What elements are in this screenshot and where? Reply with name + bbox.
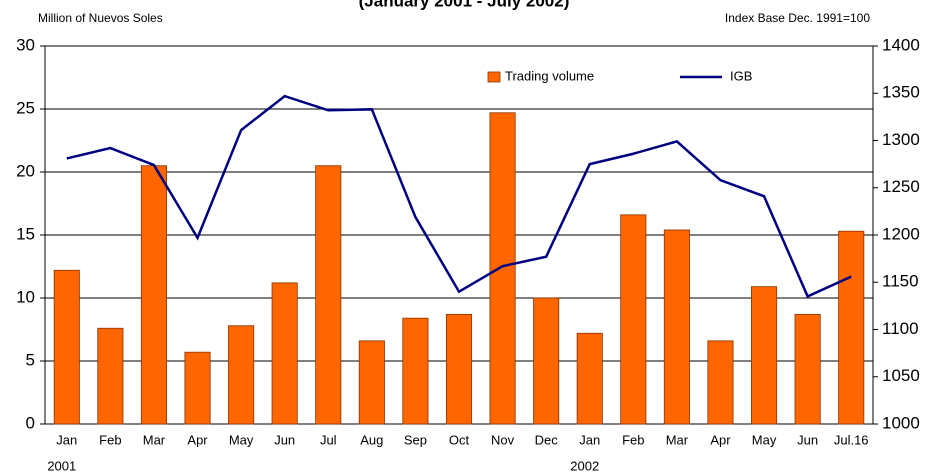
x-tick-label: Feb bbox=[622, 432, 644, 447]
x-tick-label: Aug bbox=[360, 432, 383, 447]
bar bbox=[533, 297, 560, 425]
bar bbox=[489, 112, 516, 425]
x-tick-label: Jan bbox=[56, 432, 77, 447]
bar bbox=[53, 269, 80, 425]
x-tick-label: Mar bbox=[143, 432, 166, 447]
y2-tick-label: 1000 bbox=[882, 413, 920, 432]
y-tick-label: 25 bbox=[16, 98, 35, 117]
y-tick-label: 30 bbox=[16, 35, 35, 54]
bar bbox=[271, 282, 298, 425]
y-tick-label: 20 bbox=[16, 161, 35, 180]
bar bbox=[358, 340, 385, 425]
x-tick-label: Feb bbox=[99, 432, 121, 447]
x-tick-label: Nov bbox=[491, 432, 515, 447]
y-tick-label: 0 bbox=[26, 413, 35, 432]
legend-key bbox=[487, 71, 501, 83]
bar bbox=[445, 313, 473, 425]
bar bbox=[794, 313, 821, 425]
y-tick-label: 15 bbox=[16, 224, 35, 243]
y2-tick-label: 1050 bbox=[882, 366, 920, 385]
x-tick-label: May bbox=[229, 432, 254, 447]
x-tick-label: Jul bbox=[320, 432, 337, 447]
y2-tick-label: 1200 bbox=[882, 224, 920, 243]
y-axis-label: Million of Nuevos Soles bbox=[38, 11, 163, 25]
x-tick-label: Jun bbox=[797, 432, 818, 447]
x-tick-label: Apr bbox=[187, 432, 208, 447]
bar bbox=[838, 230, 865, 425]
bar bbox=[228, 325, 255, 425]
bar bbox=[97, 327, 124, 425]
chart-title: (January 2001 - July 2002) bbox=[359, 0, 570, 10]
x-tick-label: May bbox=[752, 432, 777, 447]
year-label: 2002 bbox=[570, 458, 599, 473]
bar bbox=[620, 214, 647, 425]
x-tick-label: Mar bbox=[666, 432, 689, 447]
x-tick-label: Jul.16 bbox=[834, 432, 869, 447]
bar bbox=[315, 165, 342, 425]
bar bbox=[576, 332, 603, 425]
bar bbox=[751, 286, 778, 425]
y2-tick-label: 1100 bbox=[882, 319, 919, 338]
x-tick-label: Jan bbox=[579, 432, 600, 447]
bar bbox=[140, 165, 167, 425]
y2-tick-label: 1400 bbox=[882, 35, 920, 54]
y2-axis-label: Index Base Dec. 1991=100 bbox=[725, 11, 870, 25]
year-label: 2001 bbox=[47, 458, 76, 473]
legend-label: IGB bbox=[730, 68, 752, 83]
bar bbox=[184, 351, 211, 425]
x-tick-label: Jun bbox=[274, 432, 295, 447]
x-tick-label: Sep bbox=[404, 432, 427, 447]
bar bbox=[663, 229, 690, 425]
x-tick-label: Oct bbox=[449, 432, 470, 447]
bar bbox=[707, 340, 734, 425]
y-tick-label: 10 bbox=[16, 287, 35, 306]
x-tick-label: Apr bbox=[710, 432, 731, 447]
x-tick-label: Dec bbox=[535, 432, 559, 447]
line bbox=[66, 94, 852, 299]
bar bbox=[402, 317, 429, 425]
y-tick-label: 5 bbox=[26, 350, 35, 369]
y2-tick-label: 1150 bbox=[882, 272, 919, 291]
y2-tick-label: 1250 bbox=[882, 177, 920, 196]
y2-tick-label: 1300 bbox=[882, 130, 920, 149]
legend-label: Trading volume bbox=[505, 68, 594, 83]
y2-tick-label: 1350 bbox=[882, 83, 920, 102]
